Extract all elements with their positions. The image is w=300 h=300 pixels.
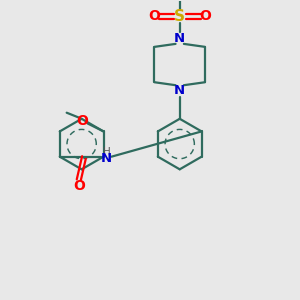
Text: O: O	[76, 114, 88, 128]
Text: O: O	[148, 9, 160, 23]
Text: S: S	[174, 9, 185, 24]
Text: O: O	[73, 179, 85, 194]
Text: N: N	[101, 152, 112, 165]
Text: O: O	[199, 9, 211, 23]
Text: N: N	[174, 84, 185, 97]
Text: H: H	[103, 147, 110, 157]
Text: N: N	[174, 32, 185, 45]
